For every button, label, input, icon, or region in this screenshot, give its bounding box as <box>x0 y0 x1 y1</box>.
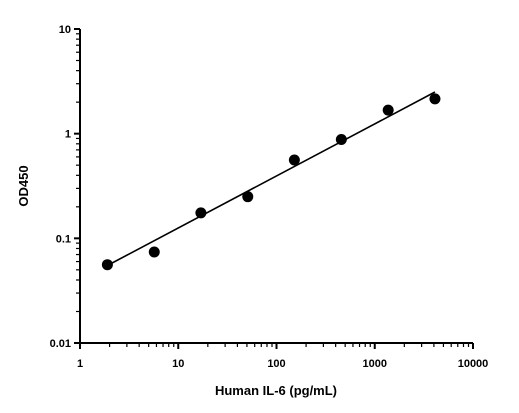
data-point <box>335 133 347 145</box>
fit-line <box>107 91 436 267</box>
data-point <box>101 259 113 271</box>
y-tick-label: 0.1 <box>56 233 71 245</box>
data-point <box>195 207 207 219</box>
x-tick-label: 1000 <box>363 358 387 370</box>
data-point <box>288 154 300 166</box>
x-tick-label: 1 <box>77 358 83 370</box>
y-tick-label: 1 <box>65 129 71 141</box>
data-point <box>242 191 254 203</box>
data-points <box>101 93 441 271</box>
x-tick-label: 100 <box>267 358 285 370</box>
data-point <box>148 246 160 258</box>
axes: 1 10 100 1000 10000 0.01 0.1 1 10 <box>50 24 489 370</box>
data-point <box>382 104 394 116</box>
x-axis-title: Human IL-6 (pg/mL) <box>215 383 337 398</box>
y-tick-label: 0.01 <box>50 338 71 350</box>
x-tick-label: 10000 <box>458 358 489 370</box>
y-axis-title: OD450 <box>16 165 31 206</box>
fit-line-group <box>107 91 436 267</box>
data-point <box>429 93 441 105</box>
y-tick-label: 10 <box>59 24 71 36</box>
x-tick-label: 10 <box>172 358 184 370</box>
